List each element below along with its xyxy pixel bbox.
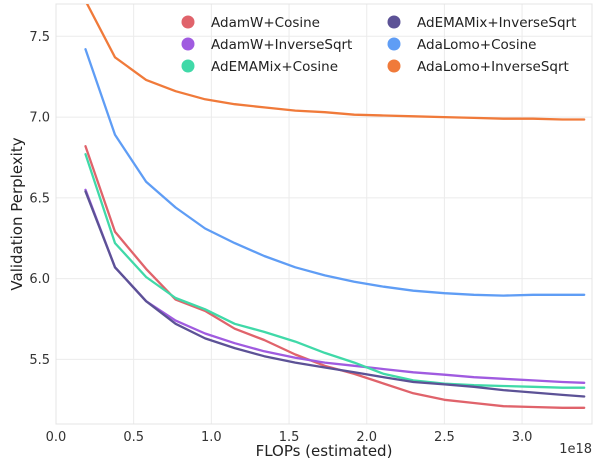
x-tick-label: 0.0 [46,430,67,445]
legend-label-adamw-inversesqrt: AdamW+InverseSqrt [211,37,352,53]
legend-label-ademamix-cosine: AdEMAMix+Cosine [211,59,338,75]
legend-label-adalomo-cosine: AdaLomo+Cosine [417,37,536,53]
y-axis-label: Validation Perplexity [8,137,26,290]
legend-marker-adamw-inversesqrt [181,37,195,51]
series-line-adalomo-cosine [84,48,586,297]
legend-marker-ademamix-cosine [181,59,195,73]
x-tick-label: 0.5 [123,430,144,445]
x-tick-label: 1.5 [279,430,300,445]
legend-label-adamw-cosine: AdamW+Cosine [211,15,320,31]
series-layer [84,4,586,409]
x-tick-label: 2.5 [434,430,455,445]
x-tick-label: 3.0 [512,430,533,445]
legend-marker-adalomo-cosine [387,37,401,51]
legend-label-adalomo-inversesqrt: AdaLomo+InverseSqrt [417,59,569,75]
legend: AdamW+Cosine AdamW+InverseSqrt AdEMAMix+Co… [181,15,576,75]
legend-marker-adamw-cosine [181,15,195,29]
y-tick-label: 5.5 [29,353,50,368]
series-line-adamw-inversesqrt [84,188,586,384]
y-tick-label: 7.0 [29,111,50,126]
plot-frame [55,3,593,425]
legend-marker-ademamix-inversesqrt [387,15,401,29]
x-tick-label: 1.0 [201,430,222,445]
series-line-ademamix-cosine [84,153,586,389]
y-tick-label: 6.5 [29,191,50,206]
series-line-adalomo-inversesqrt [85,4,586,121]
series-line-ademamix-inversesqrt [84,190,586,398]
legend-marker-adalomo-inversesqrt [387,59,401,73]
x-tick-labels: 0.0 0.5 1.0 1.5 2.0 2.5 3.0 [46,430,533,445]
y-tick-labels: 5.5 6.0 6.5 7.0 7.5 [29,30,50,368]
legend-label-ademamix-inversesqrt: AdEMAMix+InverseSqrt [417,15,576,31]
x-axis-label: FLOPs (estimated) [256,442,393,460]
x-tick-label: 2.0 [356,430,377,445]
grid [55,4,592,424]
y-tick-label: 6.0 [29,272,50,287]
y-tick-label: 7.5 [29,30,50,45]
x-axis-offset-label: 1e18 [559,442,592,457]
